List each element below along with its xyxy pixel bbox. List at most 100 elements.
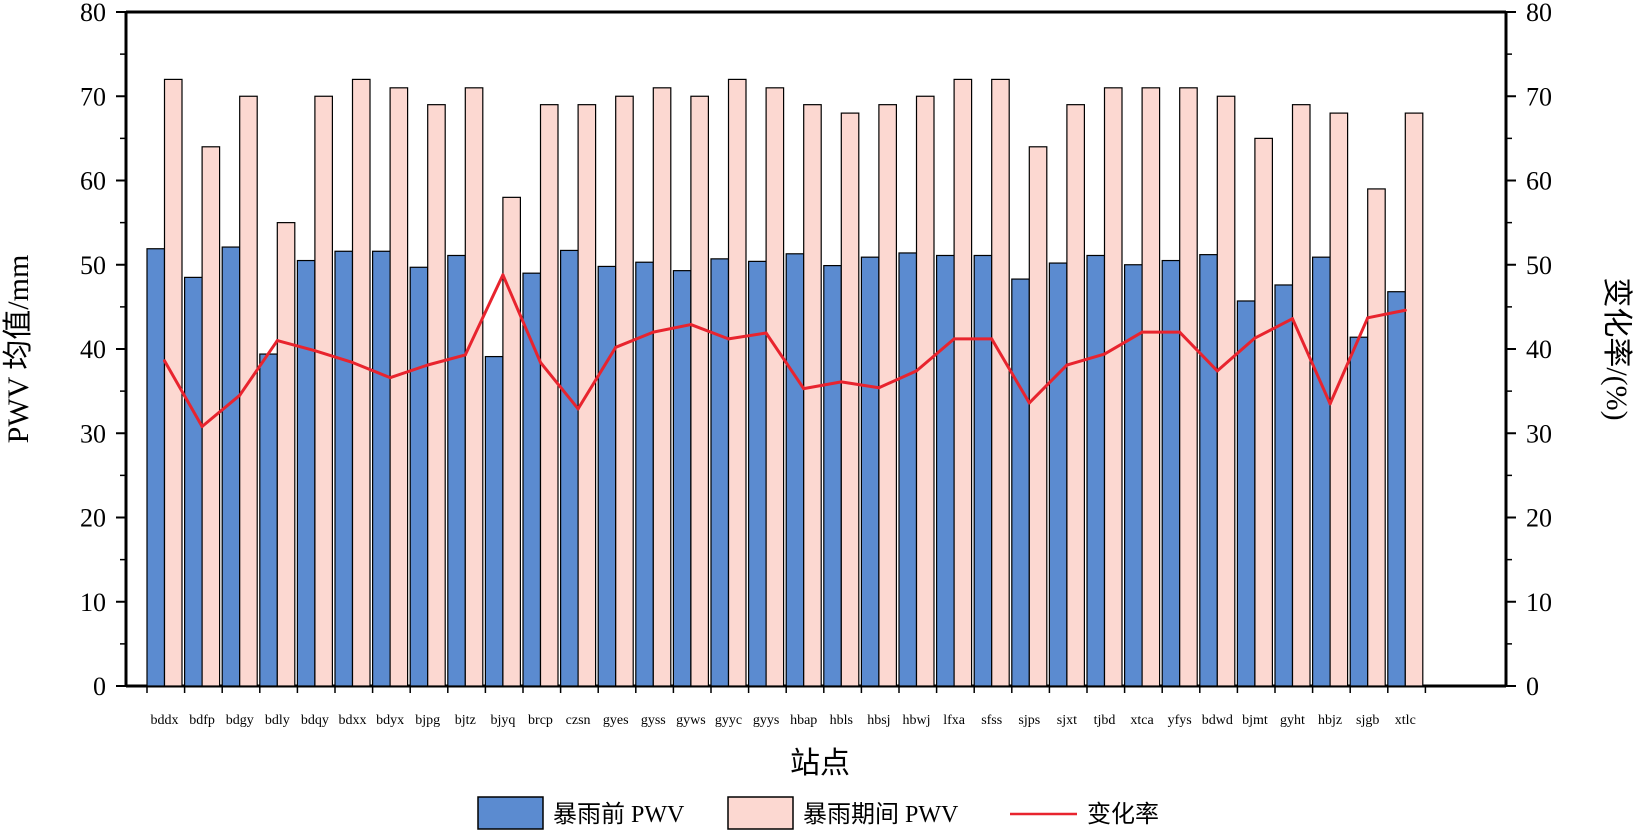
x-tick-label: bjmt — [1242, 713, 1268, 728]
bar-during-pwv — [991, 78, 1010, 687]
y-tick-label: 60 — [80, 167, 106, 196]
y-tick-label: 0 — [93, 672, 106, 701]
bar-before-pwv — [259, 353, 278, 687]
rate-point — [839, 380, 843, 384]
bar-before-pwv — [1387, 291, 1406, 687]
bar-before-pwv — [559, 249, 579, 687]
x-tick-label: hbls — [830, 713, 853, 728]
rate-point — [689, 323, 693, 327]
bar-before-pwv — [1161, 259, 1181, 687]
x-tick-label: brcp — [528, 713, 553, 728]
bars — [146, 78, 1424, 687]
rate-point — [163, 359, 166, 363]
bar-during-pwv — [201, 146, 221, 687]
x-tick-label: bddx — [151, 713, 179, 728]
rate-point — [351, 360, 354, 364]
bar-during-pwv — [1103, 87, 1123, 687]
y2-tick-label: 20 — [1526, 504, 1552, 533]
bar-before-pwv — [146, 248, 166, 687]
bar-before-pwv — [522, 272, 542, 687]
y2-tick-label: 60 — [1526, 167, 1552, 196]
rate-point — [802, 387, 806, 391]
x-tick-label: bdqy — [301, 713, 329, 728]
rate-point — [388, 376, 392, 380]
bar-during-pwv — [464, 87, 484, 687]
bar-during-pwv — [1329, 112, 1349, 687]
y2-tick-label: 0 — [1526, 672, 1539, 701]
rate-point — [651, 330, 655, 334]
bar-before-pwv — [710, 258, 730, 687]
rate-point — [1065, 363, 1069, 367]
bar-before-pwv — [1123, 264, 1143, 687]
rate-point — [764, 331, 768, 335]
rate-line-layer — [163, 273, 1407, 429]
bar-during-pwv — [351, 78, 371, 687]
bar-during-pwv — [953, 78, 973, 687]
bar-during-pwv — [1404, 112, 1424, 687]
x-tick-label: gyes — [603, 713, 629, 728]
bar-during-pwv — [1254, 137, 1274, 687]
rate-point — [576, 407, 580, 411]
x-tick-label: bdgy — [226, 713, 254, 728]
rate-point — [1103, 352, 1106, 356]
bar-during-pwv — [615, 95, 634, 687]
rate-line — [163, 273, 1406, 429]
rate-point — [539, 360, 542, 364]
x-axis-ticks: bddx bdfp bdgy bdly bdqy bdxx bdyx bjpg bjtz bjyq… — [146, 686, 1427, 728]
rate-point — [1253, 336, 1257, 340]
y-tick-label: 80 — [80, 0, 106, 27]
bar-during-pwv — [652, 87, 672, 687]
rate-point — [1140, 330, 1144, 334]
x-tick-label: bdly — [265, 713, 290, 728]
x-tick-label: bjyq — [490, 713, 515, 728]
bar-during-pwv — [1216, 95, 1236, 687]
bar-before-pwv — [1236, 300, 1256, 687]
bar-during-pwv — [389, 87, 409, 687]
rate-point — [990, 337, 994, 341]
bar-during-pwv — [427, 104, 446, 687]
y2-axis-title: 变化率/(%) — [1600, 277, 1633, 420]
rate-point — [877, 386, 881, 390]
x-tick-label: gyyc — [715, 713, 742, 728]
bar-during-pwv — [1179, 87, 1198, 687]
x-tick-label: bdxx — [339, 713, 367, 728]
bar-before-pwv — [409, 266, 429, 687]
y2-tick-label: 40 — [1526, 335, 1552, 364]
rate-point — [952, 337, 956, 341]
rate-point — [614, 345, 618, 349]
x-tick-label: bdfp — [189, 713, 215, 728]
bar-during-pwv — [1028, 146, 1048, 687]
bar-before-pwv — [635, 261, 654, 687]
bar-before-pwv — [860, 256, 880, 687]
x-tick-label: gyys — [753, 713, 779, 728]
bar-before-pwv — [1274, 284, 1294, 687]
bar-during-pwv — [840, 112, 860, 687]
rate-point — [200, 425, 204, 429]
legend-label-before: 暴雨前 PWV — [553, 801, 685, 828]
rate-point — [1291, 317, 1294, 321]
bar-during-pwv — [163, 78, 183, 687]
bar-before-pwv — [785, 253, 805, 687]
rate-point — [463, 353, 467, 357]
x-tick-label: czsn — [566, 713, 591, 728]
rate-point — [313, 349, 317, 353]
bar-during-pwv — [727, 78, 747, 687]
bar-during-pwv — [276, 222, 296, 687]
rate-point — [727, 337, 730, 341]
x-tick-label: hbsj — [867, 713, 890, 728]
x-tick-label: hbwj — [903, 713, 931, 728]
x-tick-label: sjgb — [1356, 713, 1379, 728]
x-tick-label: bdyx — [376, 713, 404, 728]
rate-point — [1328, 402, 1332, 406]
y-tick-label: 10 — [80, 588, 106, 617]
x-tick-label: tjbd — [1094, 713, 1116, 728]
bar-during-pwv — [803, 104, 822, 687]
bar-before-pwv — [1011, 278, 1030, 687]
y2-tick-label: 10 — [1526, 588, 1552, 617]
x-tick-label: bjtz — [455, 713, 476, 728]
bar-before-pwv — [447, 254, 466, 687]
bar-during-pwv — [502, 196, 521, 687]
y2-tick-label: 80 — [1526, 0, 1552, 27]
rate-point — [501, 273, 505, 277]
